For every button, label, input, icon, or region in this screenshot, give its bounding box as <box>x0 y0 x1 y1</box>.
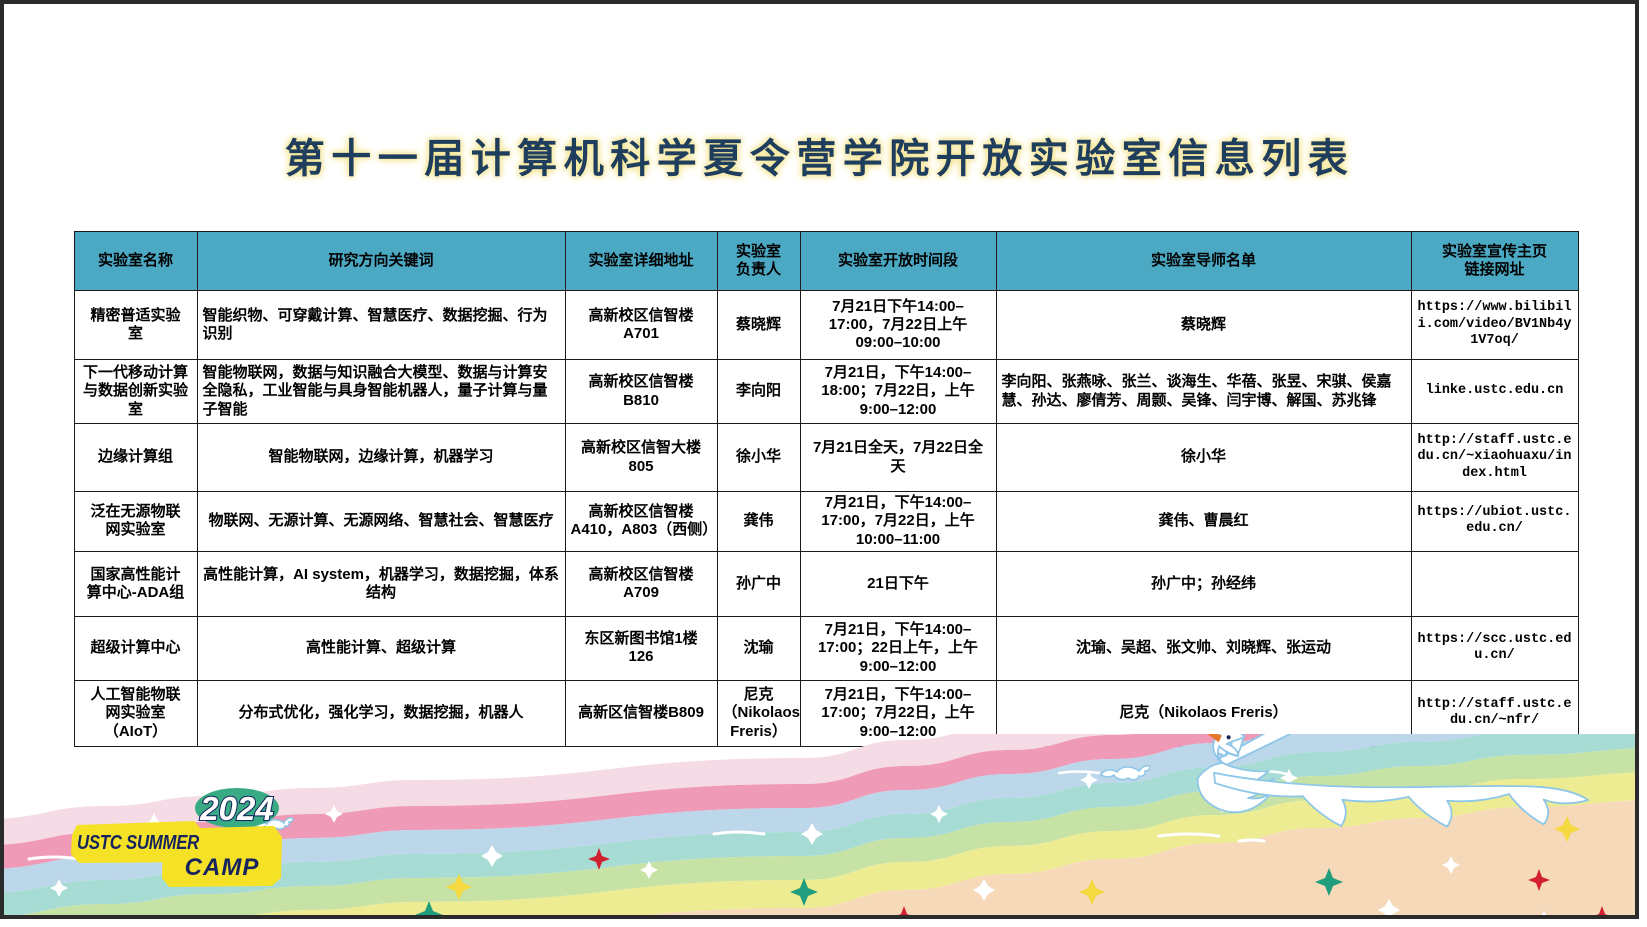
svg-text:USTC SUMMER: USTC SUMMER <box>77 832 200 854</box>
svg-text:CAMP: CAMP <box>185 854 260 881</box>
svg-text:2024: 2024 <box>199 790 273 827</box>
